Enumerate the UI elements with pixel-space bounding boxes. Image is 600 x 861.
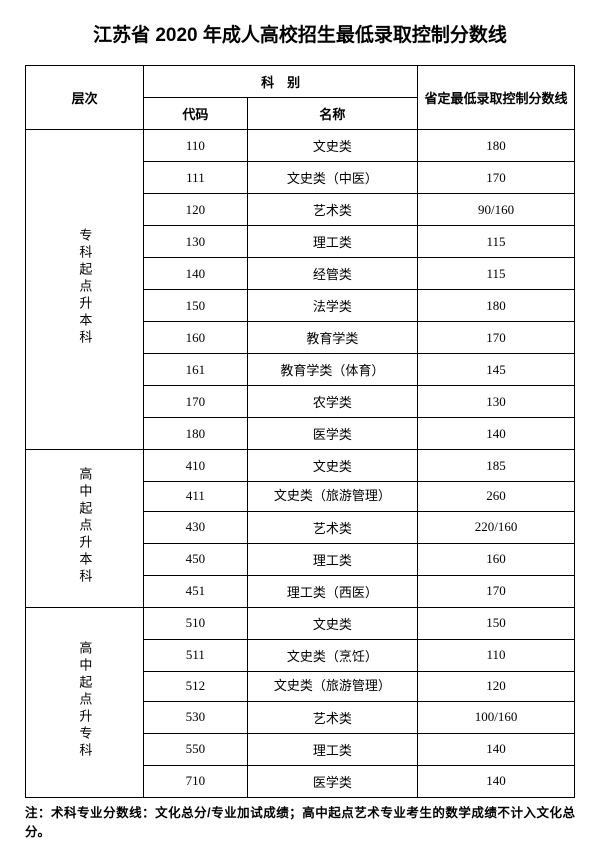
name-cell: 理工类（西医） [247,575,417,607]
code-cell: 511 [144,639,248,671]
code-cell: 411 [144,482,248,512]
name-cell: 文史类 [247,450,417,482]
name-cell: 文史类（中医） [247,162,417,194]
score-cell: 180 [418,290,575,322]
score-cell: 140 [418,765,575,797]
name-cell: 艺术类 [247,194,417,226]
level-cell: 专科起点升本科 [26,130,144,450]
name-cell: 文史类（烹饪） [247,639,417,671]
score-cell: 130 [418,386,575,418]
header-score: 省定最低录取控制分数线 [418,66,575,130]
name-cell: 文史类 [247,130,417,162]
name-cell: 医学类 [247,418,417,450]
name-cell: 文史类 [247,607,417,639]
code-cell: 530 [144,701,248,733]
code-cell: 111 [144,162,248,194]
code-cell: 451 [144,575,248,607]
name-cell: 法学类 [247,290,417,322]
score-cell: 120 [418,671,575,701]
name-cell: 理工类 [247,543,417,575]
name-cell: 教育学类（体育） [247,354,417,386]
name-cell: 艺术类 [247,701,417,733]
score-cell: 150 [418,607,575,639]
footnote: 注：术科专业分数线：文化总分/专业加试成绩；高中起点艺术专业考生的数学成绩不计入… [25,804,575,842]
name-cell: 文史类（旅游管理） [247,482,417,512]
code-cell: 450 [144,543,248,575]
header-name: 名称 [247,98,417,130]
code-cell: 150 [144,290,248,322]
score-cell: 145 [418,354,575,386]
score-cell: 220/160 [418,511,575,543]
name-cell: 教育学类 [247,322,417,354]
table-row: 高中起点升专科510文史类150 [26,607,575,639]
level-label: 高中起点升本科 [77,467,93,586]
score-cell: 170 [418,162,575,194]
score-cell: 100/160 [418,701,575,733]
score-cell: 185 [418,450,575,482]
score-cell: 115 [418,226,575,258]
code-cell: 140 [144,258,248,290]
score-cell: 140 [418,733,575,765]
name-cell: 农学类 [247,386,417,418]
level-cell: 高中起点升专科 [26,607,144,797]
code-cell: 410 [144,450,248,482]
name-cell: 艺术类 [247,511,417,543]
score-cell: 140 [418,418,575,450]
code-cell: 160 [144,322,248,354]
table-row: 专科起点升本科110文史类180 [26,130,575,162]
code-cell: 430 [144,511,248,543]
table-row: 高中起点升本科410文史类185 [26,450,575,482]
level-label: 高中起点升专科 [77,641,93,760]
name-cell: 经管类 [247,258,417,290]
score-cell: 170 [418,575,575,607]
score-cell: 90/160 [418,194,575,226]
score-cell: 180 [418,130,575,162]
code-cell: 170 [144,386,248,418]
score-cell: 260 [418,482,575,512]
code-cell: 130 [144,226,248,258]
name-cell: 理工类 [247,226,417,258]
score-table: 层次 科 别 省定最低录取控制分数线 代码 名称 专科起点升本科110文史类18… [25,65,575,798]
code-cell: 710 [144,765,248,797]
score-cell: 110 [418,639,575,671]
header-level: 层次 [26,66,144,130]
level-cell: 高中起点升本科 [26,450,144,608]
code-cell: 510 [144,607,248,639]
header-code: 代码 [144,98,248,130]
name-cell: 理工类 [247,733,417,765]
name-cell: 文史类（旅游管理） [247,671,417,701]
code-cell: 161 [144,354,248,386]
code-cell: 120 [144,194,248,226]
code-cell: 512 [144,671,248,701]
page-title: 江苏省 2020 年成人高校招生最低录取控制分数线 [25,20,575,47]
code-cell: 550 [144,733,248,765]
code-cell: 110 [144,130,248,162]
code-cell: 180 [144,418,248,450]
level-label: 专科起点升本科 [77,228,93,347]
header-category: 科 别 [144,66,418,98]
score-cell: 170 [418,322,575,354]
score-cell: 160 [418,543,575,575]
name-cell: 医学类 [247,765,417,797]
score-cell: 115 [418,258,575,290]
